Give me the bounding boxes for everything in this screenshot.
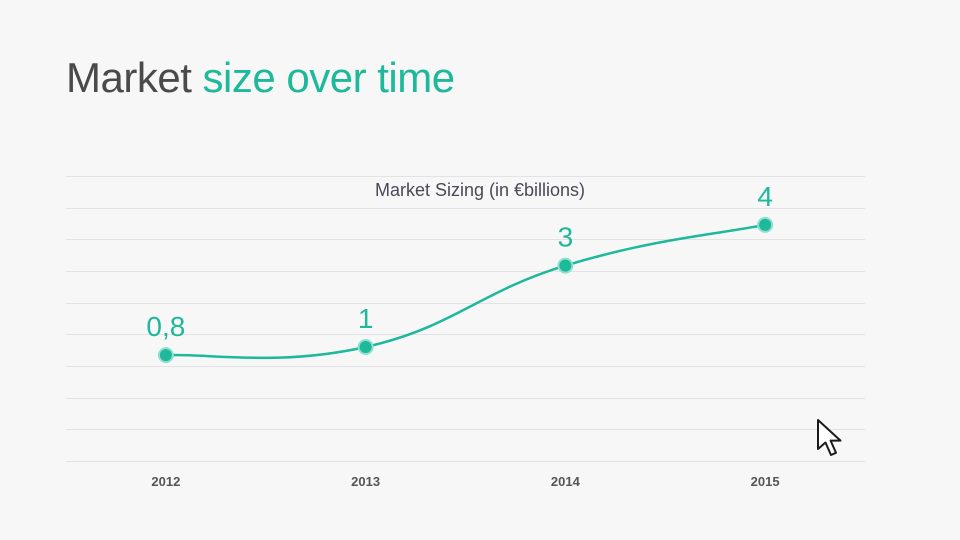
data-point-2014[interactable]: [557, 257, 574, 274]
data-label-2014: 3: [558, 222, 574, 253]
data-point-2013[interactable]: [357, 339, 374, 355]
chart-gridlines: [66, 176, 865, 462]
x-tick-label: 2014: [551, 474, 581, 489]
data-point-2015[interactable]: [757, 216, 774, 233]
arrow-pointer-icon: [817, 419, 842, 456]
data-label-2013: 1: [358, 303, 374, 334]
data-label-2012: 0,8: [146, 311, 185, 342]
x-tick-label: 2012: [151, 474, 180, 489]
data-point-2012[interactable]: [157, 347, 174, 364]
slide-title: Market size over time: [66, 52, 455, 104]
chart-series: [165, 223, 766, 360]
chart-title: Market Sizing (in €billions): [375, 180, 585, 200]
series-line-market-sizing: [165, 223, 766, 360]
x-tick-label: 2013: [351, 474, 380, 489]
chart-data-labels: 0,8 1 3 4: [146, 181, 773, 342]
chart-x-axis: 2012 2013 2014 2015: [151, 474, 779, 489]
x-tick-label: 2015: [751, 474, 780, 489]
title-word-market: Market: [66, 54, 192, 101]
title-accent-text: size over time: [202, 54, 456, 101]
data-label-2015: 4: [757, 181, 773, 212]
chart-points: [157, 216, 774, 364]
